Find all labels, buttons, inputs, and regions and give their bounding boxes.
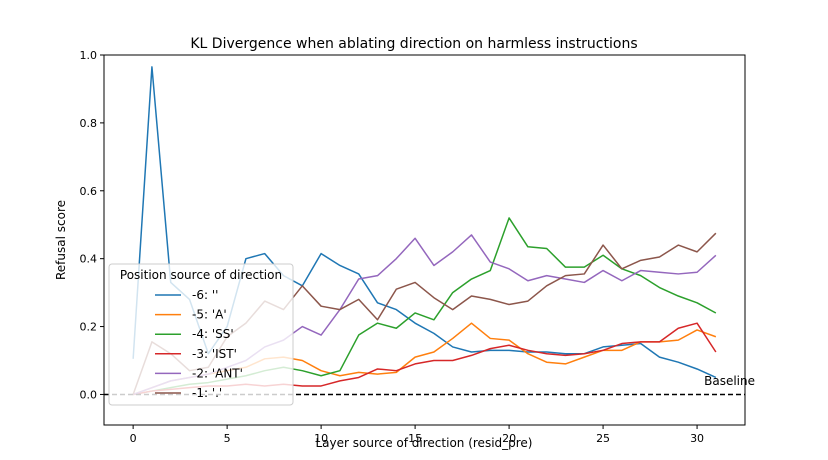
- y-axis-label: Refusal score: [54, 200, 68, 280]
- x-axis: 0 5 10 15 20 25 30: [130, 425, 704, 445]
- legend-entry-label: -2: 'ANT': [192, 366, 243, 380]
- x-tick-label: 30: [690, 432, 704, 445]
- legend-box: [108, 263, 294, 406]
- x-tick-label: 0: [130, 432, 137, 445]
- x-tick-label: 15: [408, 432, 422, 445]
- x-axis-label: Layer source of direction (resid_pre): [315, 436, 532, 450]
- legend-entry-label: -5: 'A': [192, 308, 227, 322]
- legend-title: Position source of direction: [120, 268, 282, 282]
- legend-entry-label: -1: '.': [192, 386, 222, 400]
- x-tick-label: 20: [502, 432, 516, 445]
- y-tick-label: 0.2: [80, 321, 98, 334]
- y-tick-label: 0.8: [80, 117, 98, 130]
- y-axis: 0.0 0.2 0.4 0.6 0.8 1.0: [80, 49, 104, 401]
- x-tick-label: 25: [596, 432, 610, 445]
- baseline-label: Baseline: [704, 374, 755, 388]
- legend-entry-label: -4: 'SS': [192, 327, 234, 341]
- y-tick-label: 1.0: [80, 49, 98, 62]
- legend: Position source of direction -6: '' -5: '…: [108, 263, 294, 406]
- x-tick-label: 5: [224, 432, 231, 445]
- chart-title: KL Divergence when ablating direction on…: [190, 36, 637, 52]
- y-tick-label: 0.0: [80, 388, 98, 401]
- y-tick-label: 0.6: [80, 185, 98, 198]
- axes-frame: [103, 54, 746, 426]
- x-tick-label: 10: [314, 432, 328, 445]
- legend-entry-label: -3: 'IST': [192, 347, 237, 361]
- y-tick-label: 0.4: [80, 253, 98, 266]
- legend-entry-label: -6: '': [192, 288, 218, 302]
